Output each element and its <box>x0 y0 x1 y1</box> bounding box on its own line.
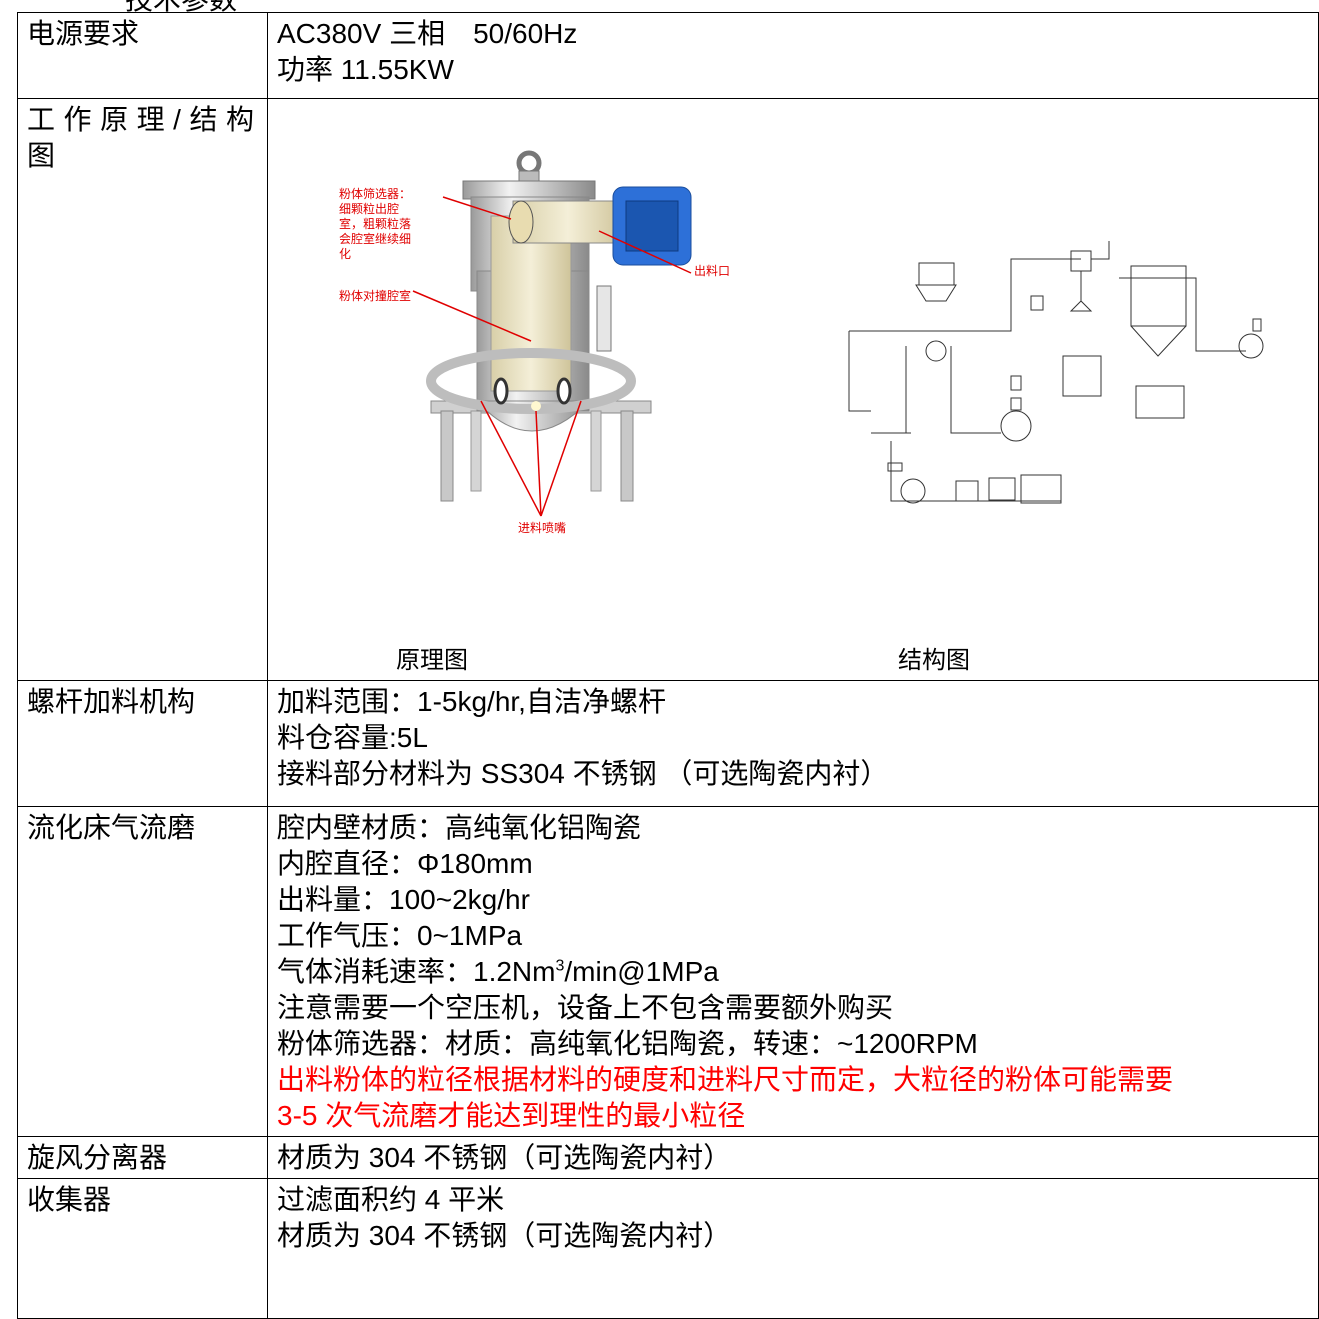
callout: 粉体筛选器：细颗粒出腔室，粗颗粒落会腔室继续细化 <box>339 187 412 261</box>
line: 材质为 304 不锈钢（可选陶瓷内衬） <box>277 1220 732 1251</box>
spec-table: 电源要求 AC380V 三相 50/60Hz 功率 11.55KW 工作原理/结构… <box>17 12 1319 1319</box>
row-content: 腔内壁材质：高纯氧化铝陶瓷 内腔直径：Φ180mm 出料量：100~2kg/hr 工作… <box>267 806 1319 1137</box>
row-label: 工作原理/结构图 <box>17 98 268 681</box>
line: 出料量：100~2kg/hr <box>277 884 530 915</box>
row: 电源要求 AC380V 三相 50/60Hz 功率 11.55KW <box>17 12 1319 99</box>
machine-drawing <box>426 150 692 502</box>
figure-caption: 结构图 <box>898 647 970 674</box>
row-label: 收集器 <box>17 1178 268 1319</box>
row-label: 螺杆加料机构 <box>17 680 268 807</box>
line: 材质为 304 不锈钢（可选陶瓷内衬） <box>277 1142 732 1173</box>
note-line: 3-5 次气流磨才能达到理性的最小粒径 <box>277 1100 746 1131</box>
row-content: 材质为 304 不锈钢（可选陶瓷内衬） <box>267 1136 1319 1179</box>
line: 功率 11.55KW <box>277 54 454 85</box>
callout-lines <box>412 196 692 517</box>
figure-caption: 原理图 <box>396 647 468 674</box>
row-content: AC380V 三相 50/60Hz 功率 11.55KW <box>267 12 1319 99</box>
callout: 粉体对撞腔室 <box>339 289 412 303</box>
row: 收集器 过滤面积约 4 平米材质为 304 不锈钢（可选陶瓷内衬） <box>17 1178 1319 1319</box>
note-line: 出料粉体的粒径根据材料的硬度和进料尺寸而定，大粒径的粉体可能需要 <box>277 1064 1174 1095</box>
figure-cell: 粉体筛选器：细颗粒出腔室，粗颗粒落会腔室继续细化 粉体对撞腔室 出料口 进料喷嘴… <box>267 98 1319 681</box>
row-label: 旋风分离器 <box>17 1136 268 1179</box>
row-content: 过滤面积约 4 平米材质为 304 不锈钢（可选陶瓷内衬） <box>267 1178 1319 1319</box>
row: 工作原理/结构图 <box>17 98 1319 681</box>
line: 注意需要一个空压机，设备上不包含需要额外购买 <box>277 992 894 1023</box>
callout: 进料喷嘴 <box>518 521 567 535</box>
line: 气体消耗速率：1.2Nm3/min@1MPa <box>277 954 1310 990</box>
line: 粉体筛选器：材质：高纯氧化铝陶瓷，转速：~1200RPM <box>277 1028 978 1059</box>
line: AC380V 三相 50/60Hz <box>277 18 578 49</box>
superscript: 3 <box>555 957 565 975</box>
row: 旋风分离器 材质为 304 不锈钢（可选陶瓷内衬） <box>17 1136 1319 1179</box>
text: 气体消耗速率：1.2Nm <box>277 956 556 987</box>
line: 内腔直径：Φ180mm <box>277 848 533 879</box>
row-label: 电源要求 <box>17 12 268 99</box>
row-label: 流化床气流磨 <box>17 806 268 1137</box>
section-title: 技术参数 <box>125 0 237 18</box>
line: 工作气压：0~1MPa <box>277 920 523 951</box>
structure-diagram <box>848 241 1264 504</box>
line: 过滤面积约 4 平米 <box>277 1184 505 1215</box>
line: 加料范围：1-5kg/hr,自洁净螺杆 <box>277 686 666 717</box>
callout: 出料口 <box>694 264 731 278</box>
row: 流化床气流磨 腔内壁材质：高纯氧化铝陶瓷 内腔直径：Φ180mm 出料量：100~2… <box>17 806 1319 1137</box>
line: 腔内壁材质：高纯氧化铝陶瓷 <box>277 812 642 843</box>
line: 接料部分材料为 SS304 不锈钢 （可选陶瓷内衬） <box>277 758 889 789</box>
text: /min@1MPa <box>564 956 719 987</box>
row-content: 加料范围：1-5kg/hr,自洁净螺杆 料仓容量:5L 接料部分材料为 SS304 … <box>267 680 1319 807</box>
figures <box>412 150 1264 517</box>
line: 料仓容量:5L <box>277 722 428 753</box>
row: 螺杆加料机构 加料范围：1-5kg/hr,自洁净螺杆 料仓容量:5L 接料部分材料为… <box>17 680 1319 807</box>
